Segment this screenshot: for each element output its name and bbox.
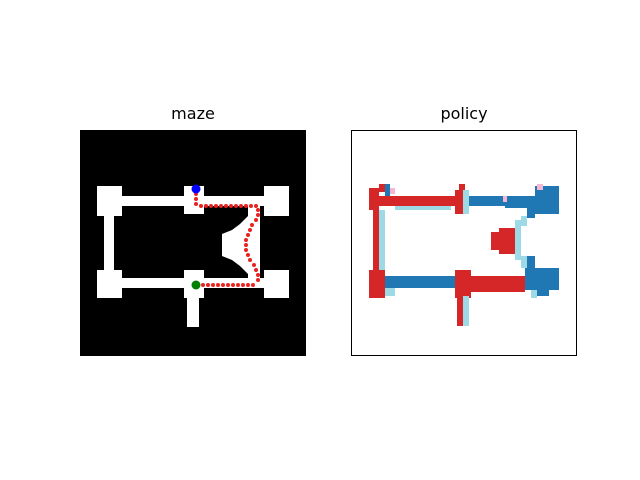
goal-marker: [191, 280, 201, 290]
room-middle-right: [222, 216, 248, 274]
path-dot: [226, 283, 230, 287]
maze-panel-title: maze: [171, 104, 215, 123]
policy-cell: [537, 184, 543, 190]
path-dot: [224, 204, 228, 208]
path-dot: [254, 204, 258, 208]
policy-cell: [385, 276, 455, 288]
policy-cell: [385, 184, 390, 198]
path-dot: [249, 204, 253, 208]
policy-cell: [373, 210, 379, 298]
policy-cell: [379, 270, 385, 298]
path-dot: [231, 283, 235, 287]
path-dot: [214, 204, 218, 208]
policy-panel-title: policy: [440, 104, 488, 123]
policy-cell: [525, 268, 559, 290]
path-dot: [256, 208, 260, 212]
path-dot: [244, 243, 248, 247]
policy-cell: [463, 296, 469, 326]
policy-cell: [521, 256, 527, 268]
policy-cell: [527, 204, 535, 218]
policy-cell: [369, 270, 379, 298]
path-dot: [248, 228, 252, 232]
policy-cell: [491, 232, 503, 250]
policy-grid: [351, 130, 577, 356]
policy-cell: [471, 276, 525, 292]
room-bottom-left: [97, 270, 122, 298]
path-dot: [204, 204, 208, 208]
maze-grid: [80, 130, 306, 356]
path-dot: [252, 263, 256, 267]
policy-cell: [457, 296, 463, 326]
corridor-top-left: [122, 196, 184, 206]
room-bottom-right: [264, 270, 289, 298]
policy-cell: [379, 184, 385, 192]
path-dot: [241, 283, 245, 287]
path-dot: [256, 213, 260, 217]
policy-cell: [535, 288, 549, 296]
policy-cell: [527, 256, 535, 270]
start-marker: [191, 184, 201, 194]
policy-cell: [535, 186, 559, 214]
policy-cell: [455, 270, 471, 298]
path-dot: [250, 223, 254, 227]
path-dot: [239, 204, 243, 208]
path-dot: [246, 233, 250, 237]
policy-cell: [469, 196, 505, 206]
policy-cell: [390, 188, 395, 194]
path-dot: [244, 238, 248, 242]
path-dot: [246, 283, 250, 287]
policy-cell: [455, 190, 463, 214]
path-dot: [254, 218, 258, 222]
path-dot: [229, 204, 233, 208]
path-dot: [221, 283, 225, 287]
path-dot: [234, 204, 238, 208]
policy-cell: [379, 196, 455, 206]
path-dot: [256, 278, 260, 282]
agent-path: [194, 192, 260, 287]
policy-cell: [521, 216, 527, 226]
corridor-left-vertical: [104, 216, 114, 272]
path-dot: [244, 204, 248, 208]
path-dot: [236, 283, 240, 287]
path-dot: [199, 204, 203, 208]
path-dot: [216, 283, 220, 287]
policy-cell: [503, 196, 507, 202]
path-dot: [219, 204, 223, 208]
room-top-right: [264, 186, 289, 216]
corridor-top-right: [204, 196, 264, 206]
room-top-center: [184, 186, 204, 214]
policy-cell: [385, 288, 395, 296]
policy-cell: [369, 188, 379, 210]
path-dot: [194, 197, 198, 201]
path-dot: [194, 202, 198, 206]
path-dot: [256, 273, 260, 277]
room-top-left: [97, 186, 122, 216]
corridor-stub: [187, 298, 199, 327]
path-dot: [254, 268, 258, 272]
path-dot: [201, 283, 205, 287]
path-dot: [211, 283, 215, 287]
path-dot: [209, 204, 213, 208]
policy-cell: [531, 290, 537, 298]
policy-cell: [459, 184, 465, 194]
policy-cell: [379, 210, 385, 298]
corridor-bottom-right: [204, 278, 264, 288]
path-dot: [251, 283, 255, 287]
path-dot: [206, 283, 210, 287]
path-dot: [248, 258, 252, 262]
policy-cell: [463, 190, 469, 214]
policy-cell: [395, 206, 451, 210]
corridor-bottom-left: [122, 278, 184, 288]
path-dot: [246, 253, 250, 257]
policy-cell: [515, 220, 521, 260]
policy-cells: [369, 184, 559, 326]
path-dot: [244, 248, 248, 252]
